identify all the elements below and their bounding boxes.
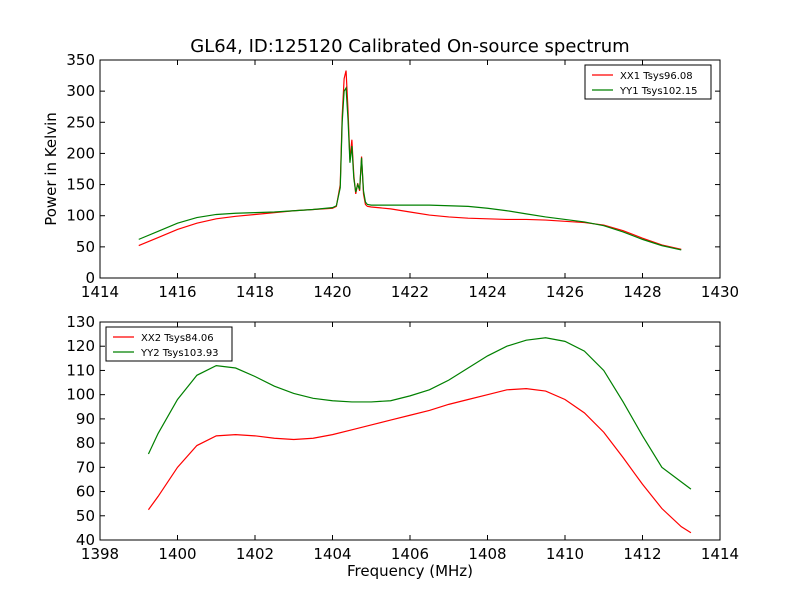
top-chart: 1414 1416 1418 1420 1422 1424 1426 1428 1430 0 50 1… bbox=[42, 51, 739, 301]
x-tick-label: 1404 bbox=[313, 545, 351, 563]
series-line-yy1 bbox=[138, 86, 682, 251]
legend-entry-label: YY1 Tsys102.15 bbox=[619, 86, 698, 97]
y-tick-label: 100 bbox=[66, 207, 95, 225]
y-tick-label: 300 bbox=[66, 82, 95, 100]
x-tick-label: 1418 bbox=[236, 283, 274, 301]
legend-entry-label: XX1 Tsys96.08 bbox=[620, 71, 693, 82]
y-tick-label: 50 bbox=[76, 507, 95, 525]
y-tick-label: 350 bbox=[66, 51, 95, 69]
bottom-x-axis-label: Frequency (MHz) bbox=[347, 562, 473, 580]
legend-box bbox=[105, 326, 233, 362]
series-line-yy2 bbox=[147, 337, 692, 490]
x-tick-label: 1414 bbox=[81, 283, 119, 301]
x-tick-label: 1414 bbox=[701, 545, 739, 563]
bottom-chart: 1398 1400 1402 1404 1406 1408 1410 1412 1414 40 50… bbox=[66, 313, 739, 580]
x-tick-label: 1430 bbox=[701, 283, 739, 301]
x-tick-label: 1412 bbox=[623, 545, 661, 563]
x-tick-label: 1428 bbox=[623, 283, 661, 301]
y-tick-label: 70 bbox=[76, 458, 95, 476]
y-tick-label: 200 bbox=[66, 144, 95, 162]
bottom-legend: XX2 Tsys84.06 YY2 Tsys103.93 bbox=[105, 326, 233, 362]
y-tick-label: 100 bbox=[66, 386, 95, 404]
y-tick-label: 90 bbox=[76, 410, 95, 428]
y-tick-label: 50 bbox=[76, 238, 95, 256]
y-tick-label: 110 bbox=[66, 361, 95, 379]
legend-entry-label: YY2 Tsys103.93 bbox=[140, 348, 219, 359]
x-tick-label: 1424 bbox=[468, 283, 506, 301]
x-tick-label: 1416 bbox=[158, 283, 196, 301]
y-tick-label: 250 bbox=[66, 113, 95, 131]
y-tick-label: 0 bbox=[85, 269, 95, 287]
x-tick-label: 1420 bbox=[313, 283, 351, 301]
x-tick-label: 1398 bbox=[81, 545, 119, 563]
top-y-axis-label: Power in Kelvin bbox=[42, 112, 60, 226]
chart-title: GL64, ID:125120 Calibrated On-source spe… bbox=[190, 36, 629, 57]
x-tick-label: 1406 bbox=[391, 545, 429, 563]
y-tick-label: 120 bbox=[66, 337, 95, 355]
top-legend: XX1 Tsys96.08 YY1 Tsys102.15 bbox=[584, 64, 712, 100]
x-tick-label: 1410 bbox=[546, 545, 584, 563]
series-line-xx2 bbox=[147, 388, 692, 534]
y-tick-label: 80 bbox=[76, 434, 95, 452]
y-tick-label: 40 bbox=[76, 531, 95, 549]
bottom-axis-ticks: 1398 1400 1402 1404 1406 1408 1410 1412 1414 40 50… bbox=[66, 313, 739, 563]
legend-box bbox=[584, 64, 712, 100]
x-tick-label: 1422 bbox=[391, 283, 429, 301]
x-tick-label: 1402 bbox=[236, 545, 274, 563]
x-tick-label: 1408 bbox=[468, 545, 506, 563]
x-tick-label: 1400 bbox=[158, 545, 196, 563]
y-tick-label: 60 bbox=[76, 483, 95, 501]
legend-entry-label: XX2 Tsys84.06 bbox=[141, 333, 214, 344]
x-tick-label: 1426 bbox=[546, 283, 584, 301]
y-tick-label: 130 bbox=[66, 313, 95, 331]
top-axis-ticks: 1414 1416 1418 1420 1422 1424 1426 1428 1430 0 50 1… bbox=[66, 51, 739, 301]
y-tick-label: 150 bbox=[66, 176, 95, 194]
